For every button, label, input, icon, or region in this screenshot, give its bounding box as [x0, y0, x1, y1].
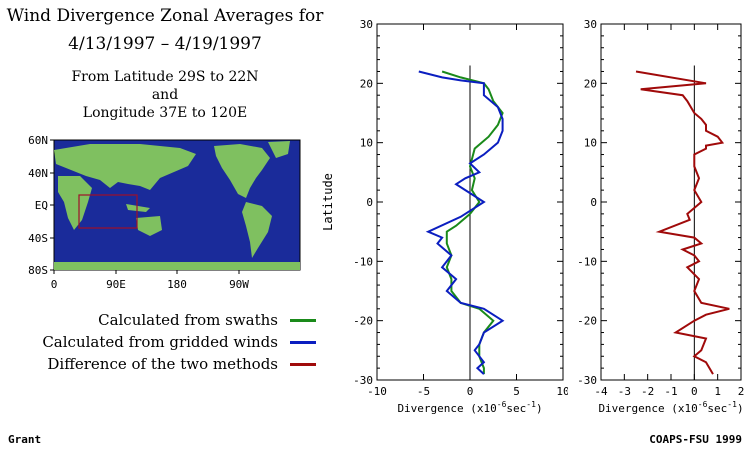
landmass-south-america [242, 202, 272, 258]
legend-label: Difference of the two methods [47, 355, 278, 373]
legend-line-swaths [290, 318, 316, 322]
landmass-europe-asia [54, 144, 196, 190]
region-description: From Latitude 29S to 22N and Longitude 3… [0, 68, 330, 122]
y-tick-label: -20 [577, 315, 597, 328]
x-tick-label: 10 [556, 385, 568, 398]
landmass-greenland [268, 141, 290, 158]
series-line-1 [418, 70, 505, 375]
x-tick-label: 5 [513, 385, 520, 398]
legend-item-gridded: Calculated from gridded winds [4, 331, 316, 353]
x-tick-label: 2 [738, 385, 745, 398]
region-latitude: From Latitude 29S to 22N [71, 69, 259, 85]
x-tick-label: 1 [714, 385, 721, 398]
y-tick-label: 30 [584, 18, 597, 31]
x-tick-label: -1 [664, 385, 677, 398]
landmass-australia [136, 216, 162, 236]
map-lat-label: 80S [28, 264, 48, 277]
y-tick-label: 0 [366, 196, 373, 209]
region-box [78, 194, 138, 229]
landmass-africa [58, 176, 92, 230]
x-tick-label: -5 [417, 385, 430, 398]
y-tick-label: 10 [360, 137, 373, 150]
map-lon-label: 0 [51, 278, 58, 291]
legend-label: Calculated from swaths [98, 311, 278, 329]
legend-item-difference: Difference of the two methods [4, 353, 316, 375]
series-line-0 [635, 70, 730, 375]
x-tick-label: -2 [641, 385, 654, 398]
legend-line-difference [290, 362, 316, 366]
y-tick-label: 20 [584, 77, 597, 90]
date-range: 4/13/1997 – 4/19/1997 [68, 34, 262, 54]
footer-author: Grant [8, 433, 42, 446]
x-tick-label: 0 [467, 385, 474, 398]
map-lat-label: 40N [28, 167, 48, 180]
x-axis-label: Divergence (x10-6sec-1) [598, 400, 743, 415]
map-lon-label: 90E [106, 278, 126, 291]
legend: Calculated from swaths Calculated from g… [4, 309, 316, 375]
map-lat-label: 40S [28, 232, 48, 245]
x-tick-label: 0 [691, 385, 698, 398]
map-lon-label: 180 [167, 278, 187, 291]
footer-credit: COAPS-FSU 1999 [649, 433, 742, 446]
y-axis-label: Latitude [321, 173, 335, 231]
divergence-profile-chart: -30 -20 -10 0 10 20 30 -10 -5 0 5 10 Divergence (x10… [321, 18, 568, 415]
x-tick-label: -4 [594, 385, 608, 398]
x-axis-label: Divergence (x10-6sec-1) [397, 400, 542, 415]
y-tick-label: -20 [353, 315, 373, 328]
y-tick-label: 10 [584, 137, 597, 150]
y-tick-label: -30 [353, 374, 373, 387]
map-lat-label: 60N [28, 134, 48, 147]
legend-label: Calculated from gridded winds [42, 333, 278, 351]
x-tick-label: -3 [618, 385, 631, 398]
map-landmasses [54, 141, 300, 270]
y-tick-label: -30 [577, 374, 597, 387]
y-tick-label: 30 [360, 18, 373, 31]
y-tick-label: -10 [353, 255, 373, 268]
y-tick-label: 0 [590, 196, 597, 209]
series-line-0 [441, 70, 504, 375]
y-tick-label: 20 [360, 77, 373, 90]
map-lat-label: EQ [35, 199, 48, 212]
legend-line-gridded [290, 340, 316, 344]
y-tick-label: -10 [577, 255, 597, 268]
world-map: 60N 40N EQ 40S 80S 0 90E 180 90W [28, 134, 301, 291]
region-longitude: Longitude 37E to 120E [82, 105, 248, 121]
legend-item-swaths: Calculated from swaths [4, 309, 316, 331]
landmass-north-america [214, 144, 270, 198]
landmass-indonesia [126, 204, 150, 212]
landmass-antarctica [54, 262, 300, 270]
map-lon-label: 90W [229, 278, 249, 291]
chart-title: Wind Divergence Zonal Averages for [6, 6, 324, 26]
x-tick-label: -10 [367, 385, 387, 398]
region-and: and [151, 87, 179, 103]
